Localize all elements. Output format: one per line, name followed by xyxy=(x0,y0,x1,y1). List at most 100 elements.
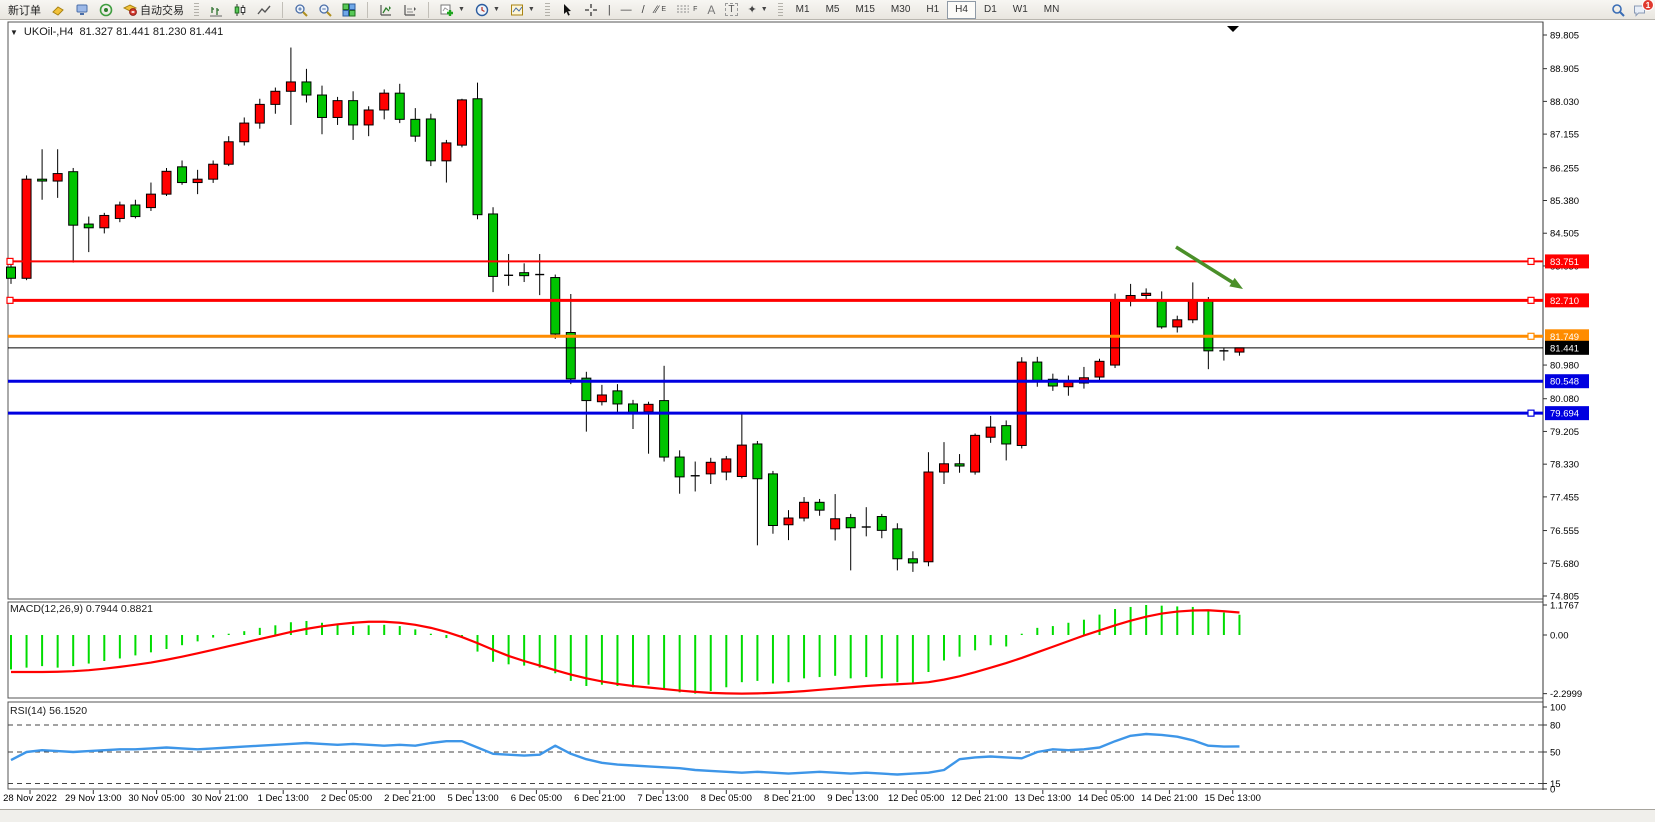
svg-text:80.548: 80.548 xyxy=(1550,377,1579,388)
chart-window[interactable]: 89.805 88.905 88.030 87.155 86.255 85.380 84.5… xyxy=(0,20,1655,822)
new-order-button[interactable]: 新订单 xyxy=(3,1,46,19)
price-axis[interactable]: 89.805 88.905 88.030 87.155 86.255 85.380 84.5… xyxy=(1543,31,1589,603)
add-indicator-button[interactable]: ▼ xyxy=(435,1,470,19)
svg-text:85.380: 85.380 xyxy=(1550,196,1579,207)
timeframe-button-M15[interactable]: M15 xyxy=(855,4,875,15)
svg-text:81.749: 81.749 xyxy=(1550,332,1579,343)
svg-text:7 Dec 13:00: 7 Dec 13:00 xyxy=(637,793,688,804)
search-icon[interactable] xyxy=(1611,3,1625,17)
bar-chart-mode-button[interactable] xyxy=(204,1,228,19)
periods-button[interactable]: ▼ xyxy=(470,1,505,19)
zoom-in-button[interactable] xyxy=(289,1,313,19)
macd-indicator-label: MACD(12,26,9) 0.7944 0.8821 xyxy=(10,603,153,615)
text-tool-button[interactable]: A xyxy=(702,1,720,19)
timeframe-button-M1[interactable]: M1 xyxy=(795,4,810,15)
svg-text:15: 15 xyxy=(1550,779,1561,790)
hline-handle-right-79.694[interactable] xyxy=(1527,409,1535,417)
crosshair-tool-button[interactable] xyxy=(579,1,603,19)
timeframe-button-M30[interactable]: M30 xyxy=(890,4,911,15)
template-icon xyxy=(510,3,524,17)
chart-canvas[interactable]: 89.805 88.905 88.030 87.155 86.255 85.380 84.5… xyxy=(0,20,1655,822)
auto-trading-button[interactable]: 自动交易 xyxy=(118,1,189,19)
fibo-sub-label: F xyxy=(693,6,698,13)
time-axis[interactable]: 28 Nov 2022 29 Nov 13:00 30 Nov 05:00 30 No… xyxy=(3,790,1261,804)
hline-handle-left-83.751[interactable] xyxy=(6,257,14,266)
status-bar xyxy=(0,809,1655,822)
line-chart-icon xyxy=(257,3,271,17)
rsi-value: 56.1520 xyxy=(49,705,88,717)
vline-tool-button[interactable]: | xyxy=(603,1,616,19)
toolbar-grip-3[interactable] xyxy=(777,2,783,17)
line-chart-mode-button[interactable] xyxy=(252,1,276,19)
chart-ohlc-label: 81.327 81.441 81.230 81.441 xyxy=(79,26,224,38)
svg-text:82.710: 82.710 xyxy=(1550,296,1579,307)
timeframe-button-H4[interactable]: H4 xyxy=(947,0,976,19)
svg-text:14 Dec 21:00: 14 Dec 21:00 xyxy=(1141,793,1198,804)
svg-text:1 Dec 13:00: 1 Dec 13:00 xyxy=(258,793,309,804)
rsi-indicator-label: RSI(14) 56.1520 xyxy=(10,705,87,717)
channel-tool-button[interactable]: ⁄⁄ E xyxy=(650,1,671,19)
timeframe-button-D1[interactable]: D1 xyxy=(983,4,997,15)
label-tool-button[interactable]: T xyxy=(720,1,742,19)
hline-tool-button[interactable]: — xyxy=(616,1,637,19)
svg-text:80.980: 80.980 xyxy=(1550,361,1579,372)
trend-arrow-head xyxy=(1229,277,1243,289)
svg-text:8 Dec 05:00: 8 Dec 05:00 xyxy=(701,793,752,804)
notifications-icon[interactable]: 1 xyxy=(1633,0,1654,17)
main-toolbar: 新订单 自动交易 xyxy=(0,0,1655,20)
svg-text:79.205: 79.205 xyxy=(1550,427,1579,438)
fibonacci-tool-button[interactable]: F xyxy=(671,1,702,19)
svg-text:0: 0 xyxy=(1550,785,1555,796)
toolbar-grip-2[interactable] xyxy=(544,2,550,17)
timeframe-button-W1[interactable]: W1 xyxy=(1012,4,1028,15)
hline-handle-left-82.710[interactable] xyxy=(6,296,14,304)
trendline-tool-button[interactable]: / xyxy=(637,1,650,19)
trend-arrow-annotation[interactable] xyxy=(1175,245,1235,285)
market-watch-button[interactable] xyxy=(46,1,70,19)
indicator-window-button[interactable] xyxy=(374,1,398,19)
macd-signal-line xyxy=(11,609,1240,695)
signal-button[interactable] xyxy=(94,1,118,19)
timeframe-button-MN[interactable]: MN xyxy=(1043,4,1060,15)
arrows-tool-button[interactable]: ✦ ▼ xyxy=(743,1,773,19)
candlestick-mode-button[interactable] xyxy=(228,1,252,19)
svg-text:76.555: 76.555 xyxy=(1550,526,1579,537)
vline-icon: | xyxy=(607,3,611,16)
cursor-tool-button[interactable] xyxy=(555,1,579,19)
svg-text:2 Dec 21:00: 2 Dec 21:00 xyxy=(384,793,435,804)
svg-text:50: 50 xyxy=(1550,748,1561,759)
terminal-button[interactable] xyxy=(70,1,94,19)
svg-text:30 Nov 21:00: 30 Nov 21:00 xyxy=(192,793,249,804)
zoom-out-button[interactable] xyxy=(313,1,337,19)
hline-handle-right-83.751[interactable] xyxy=(1527,257,1535,266)
templates-button[interactable]: ▼ xyxy=(505,1,540,19)
indicator-window-icon xyxy=(379,3,393,17)
toolbar-grip[interactable] xyxy=(194,2,199,17)
hline-icon: — xyxy=(620,3,632,16)
one-click-trading-toggle[interactable]: ▼ xyxy=(10,27,18,37)
timeframe-button-M5[interactable]: M5 xyxy=(825,4,840,15)
hline-handle-right-81.749[interactable] xyxy=(1527,332,1535,340)
hline-handle-right-82.710[interactable] xyxy=(1527,296,1535,304)
macd-name: MACD(12,26,9) xyxy=(10,603,83,615)
svg-text:79.694: 79.694 xyxy=(1550,409,1579,420)
bar-chart-icon xyxy=(209,3,223,17)
arrows-tool-icon: ✦ xyxy=(747,4,757,16)
svg-text:80: 80 xyxy=(1550,721,1561,732)
svg-text:9 Dec 13:00: 9 Dec 13:00 xyxy=(827,793,878,804)
timeframe-button-H1[interactable]: H1 xyxy=(926,4,940,15)
svg-text:6 Dec 05:00: 6 Dec 05:00 xyxy=(511,793,562,804)
new-order-label: 新订单 xyxy=(8,4,41,17)
arrows-caret: ▼ xyxy=(760,6,768,13)
svg-text:2 Dec 05:00: 2 Dec 05:00 xyxy=(321,793,372,804)
add-indicator-icon xyxy=(440,3,454,17)
svg-text:15 Dec 13:00: 15 Dec 13:00 xyxy=(1204,793,1261,804)
chart-title: ▼ UKOil-,H4 81.327 81.441 81.230 81.441 xyxy=(10,26,223,38)
indicator-list-button[interactable] xyxy=(398,1,422,19)
svg-text:28 Nov 2022: 28 Nov 2022 xyxy=(3,793,57,804)
tile-windows-button[interactable] xyxy=(337,1,361,19)
macd-pane: 1.1767 0.00 -2.2999 xyxy=(10,600,1582,700)
svg-text:8 Dec 21:00: 8 Dec 21:00 xyxy=(764,793,815,804)
auto-trading-icon xyxy=(123,3,137,17)
channel-sub-label: E xyxy=(661,6,667,13)
